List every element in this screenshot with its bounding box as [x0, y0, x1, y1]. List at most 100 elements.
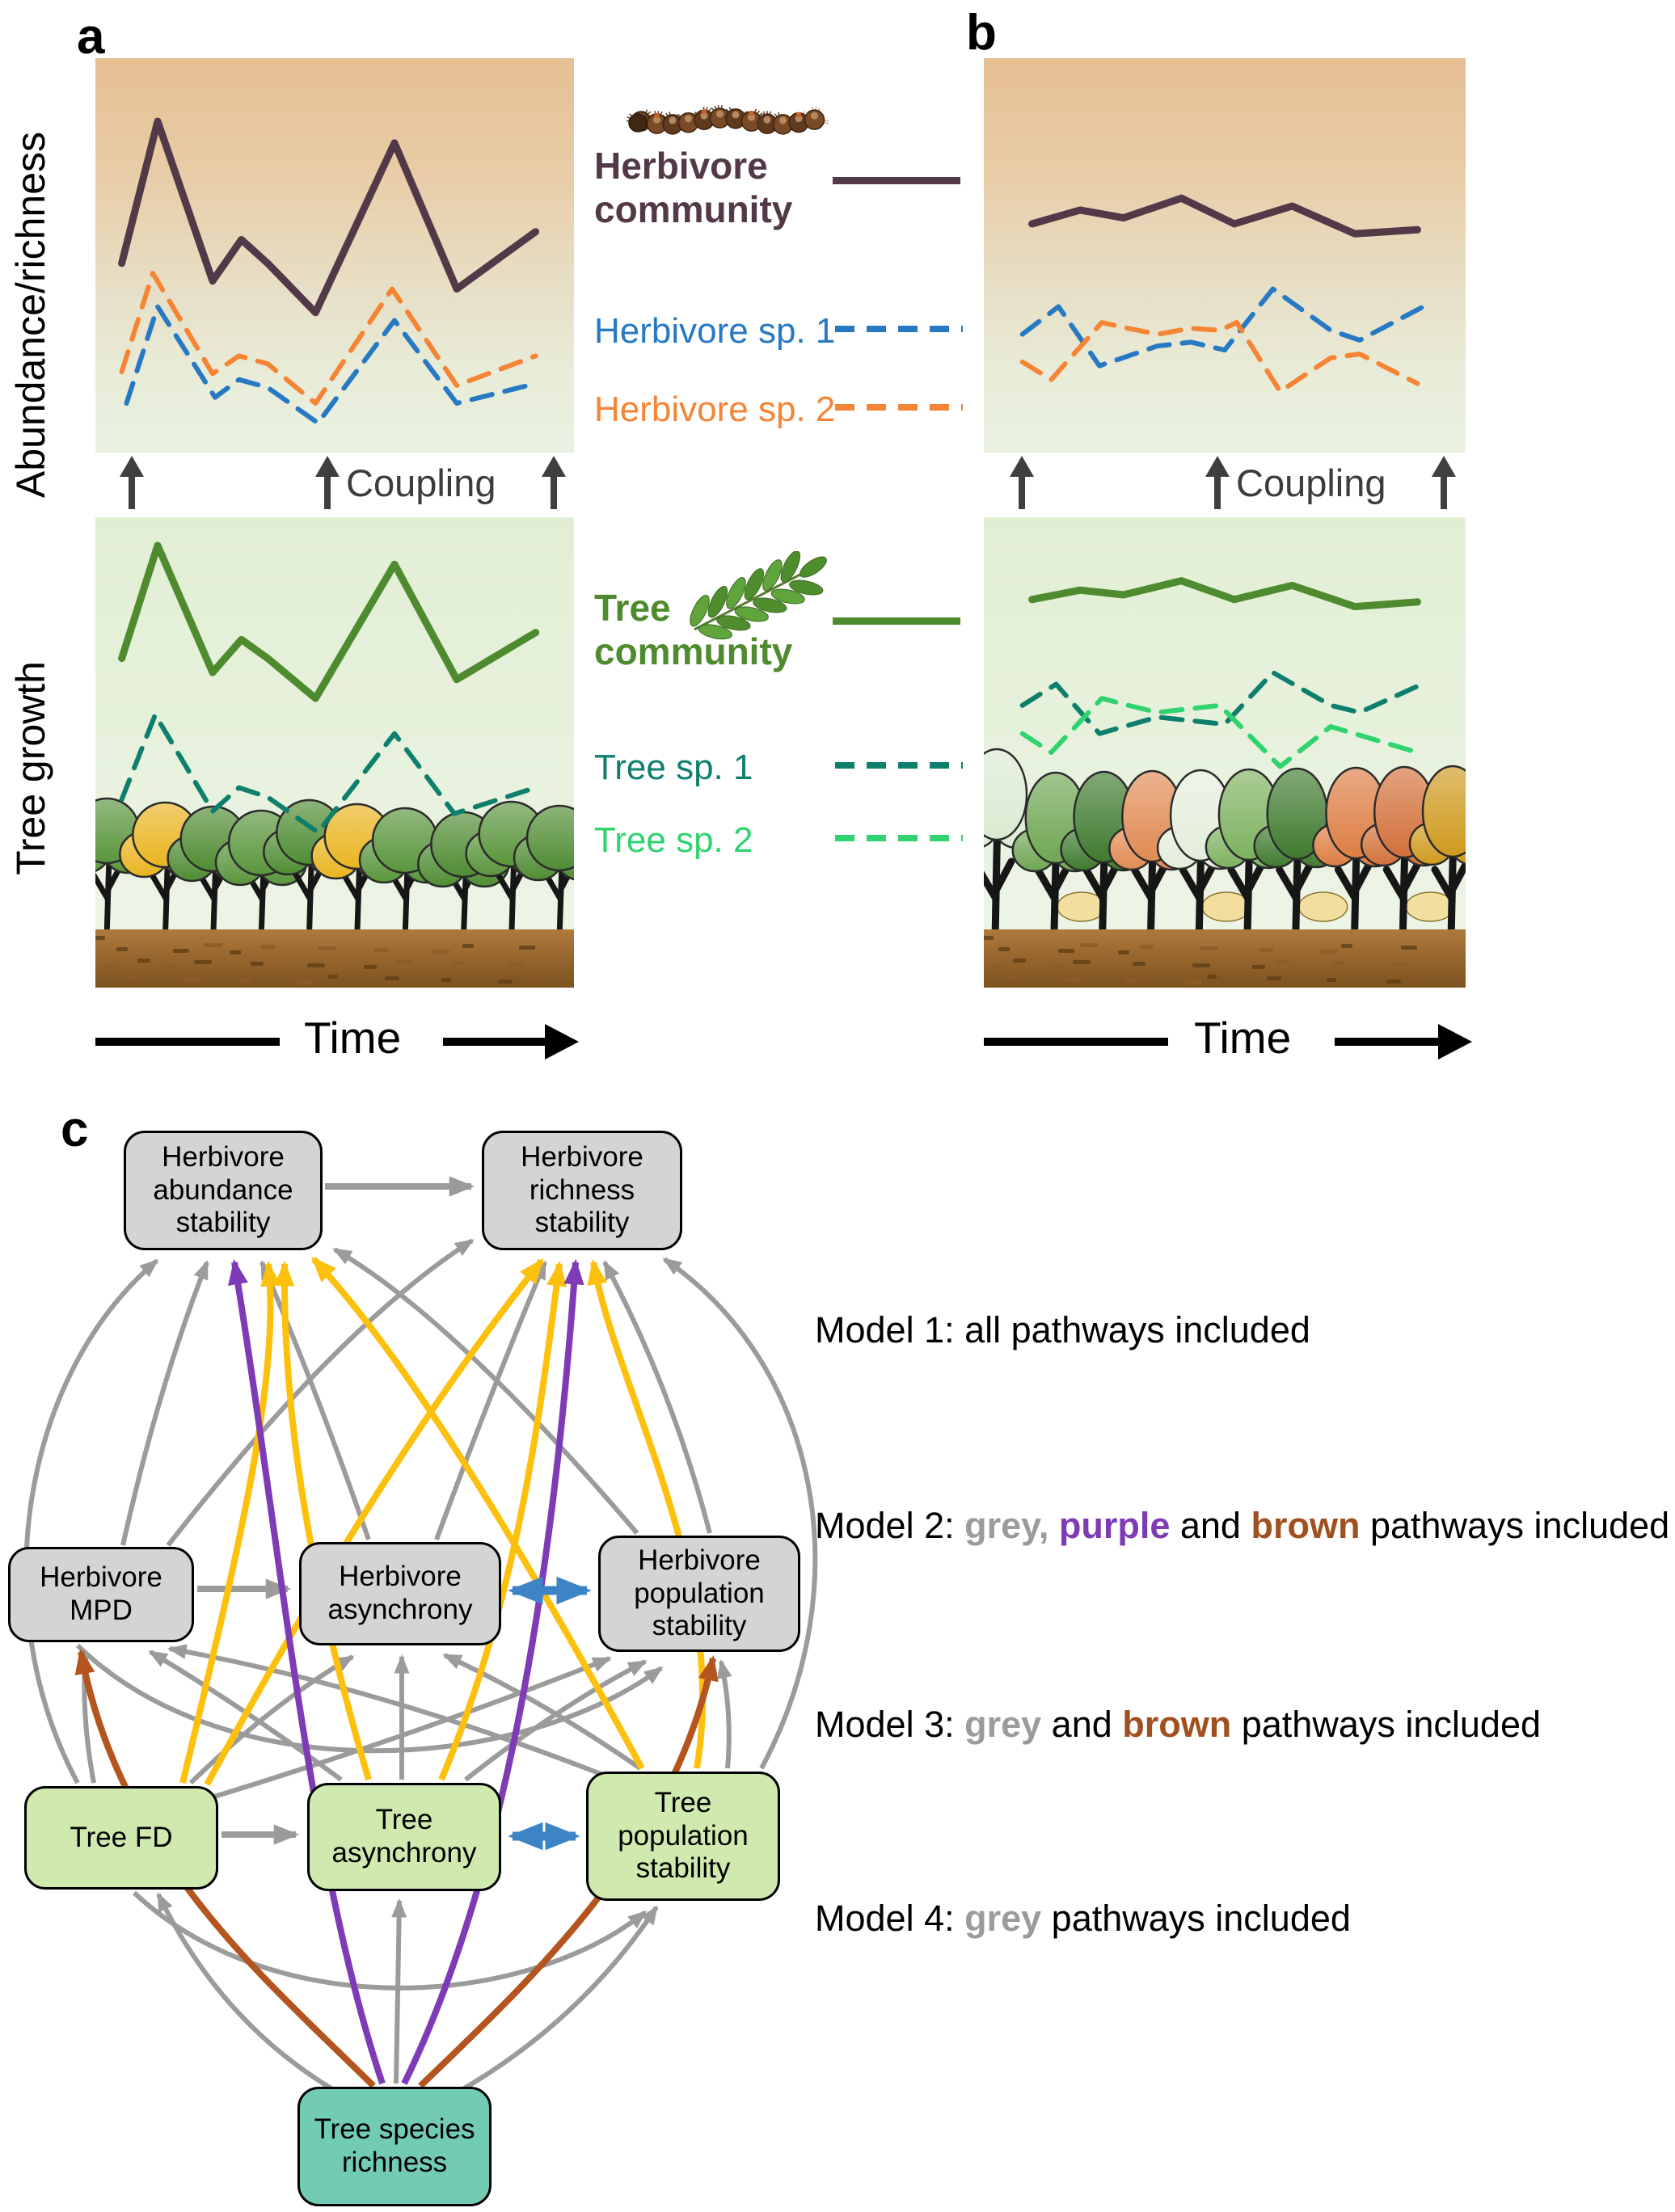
panel-b-time-axis: Time	[984, 1012, 1472, 1077]
model-text-part: and	[1170, 1505, 1251, 1546]
path-tree_asyn-to-herb_rich	[438, 1260, 567, 1781]
model-text-part: pathways included	[1231, 1704, 1541, 1745]
panel-b-herbivore-plot	[984, 58, 1466, 453]
box-herbivore-richness-stability: Herbivore richness stability	[482, 1131, 682, 1250]
path-herb_pop-to-herb_rich	[602, 1260, 712, 1534]
box-herbivore-abundance-stability: Herbivore abundance stability	[124, 1131, 323, 1250]
path-tree_fd-to-herb_abund	[179, 1260, 281, 1784]
path-tree_asyn-to-herb_abund	[274, 1260, 372, 1781]
path-tree_richness-to-herb_mpd	[74, 1648, 376, 2088]
panel-a-time-axis: Time	[95, 1012, 580, 1077]
up-arrow-icon	[120, 456, 144, 512]
panel-a-coupling-row: Coupling	[95, 454, 574, 514]
model-2-text: Model 2: grey, purple and brown pathways…	[815, 1505, 1669, 1547]
panel-b-label: b	[966, 5, 997, 61]
caterpillar-icon	[627, 105, 829, 135]
legend-herbivore-sp2: Herbivore sp. 2	[594, 390, 836, 429]
legend-tree-sp2: Tree sp. 2	[594, 820, 753, 860]
path-tree_richness-to-tree_asyn	[391, 1898, 407, 2084]
coupling-label: Coupling	[1236, 461, 1386, 504]
path-tree_richness-to-tree_fd	[156, 1892, 338, 2094]
path-tree_fd-to-herb_abund	[23, 1258, 159, 1784]
panel-a-tree-plot	[95, 517, 574, 988]
legend-herbivore-community: Herbivore community	[594, 145, 793, 231]
model-text-part: all pathways included	[964, 1309, 1310, 1350]
model-text-part: Model 3:	[815, 1704, 965, 1745]
path-tree_pop-to-herb_abund	[311, 1256, 645, 1770]
path-tree_fd-to-herb_pop	[211, 1656, 612, 1800]
path-tree_pop-to-herb_rich	[662, 1257, 818, 1770]
up-arrow-icon	[1432, 456, 1456, 512]
panel-a-label: a	[77, 9, 105, 65]
legend-dash-tree-sp1	[835, 762, 963, 769]
coupling-label: Coupling	[346, 461, 496, 504]
model-text-part: Model 4:	[815, 1898, 965, 1939]
path-herb_mpd-to-herb_pop	[75, 1643, 664, 1754]
sem-pathways	[23, 1176, 818, 2096]
model-text-part: and	[1041, 1704, 1123, 1745]
panel-b-tree-plot	[984, 517, 1466, 988]
box-herbivore-asynchrony: Herbivore asynchrony	[299, 1542, 501, 1645]
path-tree_fd-to-tree_pop	[132, 1890, 648, 1991]
up-arrow-icon	[1205, 456, 1230, 512]
legend-tree-community: Tree community	[594, 587, 793, 673]
box-tree-species-richness: Tree species richness	[297, 2087, 492, 2206]
panel-a-herbivore-lines	[118, 117, 540, 426]
path-herb_asyn-to-herb_abund	[259, 1260, 371, 1540]
time-label: Time	[304, 1013, 402, 1063]
model-4-text: Model 4: grey pathways included	[815, 1898, 1351, 1940]
model-1-text: Model 1: all pathways included	[815, 1309, 1310, 1351]
path-tree_richness-to-herb_abund	[228, 1258, 386, 2085]
model-text-part: grey,	[964, 1505, 1049, 1546]
path-tree_pop-to-herb_pop	[717, 1658, 732, 1769]
panel-c-label: c	[61, 1102, 89, 1157]
path-tree_pop-to-herb_mpd	[167, 1644, 605, 1777]
up-arrow-icon	[542, 456, 566, 512]
panel-a-tree-lines-forest	[95, 541, 574, 988]
up-arrow-icon	[315, 456, 340, 512]
path-tree_fd-to-herb_rich	[204, 1258, 545, 1786]
model-text-part: Model 1:	[815, 1309, 965, 1350]
panel-b-tree-lines-forest	[984, 577, 1466, 988]
legend-dash-tree-sp2	[835, 835, 963, 841]
path-tree_richness-to-tree_pop	[454, 1905, 659, 2096]
model-text-part	[1048, 1505, 1059, 1546]
legend-dash-herbivore-sp2	[835, 404, 963, 411]
panel-b-herbivore-lines	[1019, 194, 1430, 394]
model-text-part: pathways included	[1360, 1505, 1670, 1546]
path-tree_pop-to-herb_asyn	[442, 1653, 642, 1771]
box-tree-asynchrony: Tree asynchrony	[307, 1783, 501, 1891]
legend-dash-herbivore-sp1	[835, 326, 963, 332]
box-herbivore-population-stability: Herbivore population stability	[598, 1536, 800, 1652]
path-herb_mpd-to-herb_abund	[120, 1260, 209, 1546]
path-tree_richness-to-herb_rich	[401, 1258, 584, 2085]
path-herb_mpd-to-herb_rich	[166, 1238, 475, 1547]
model-text-part: pathways included	[1041, 1898, 1351, 1939]
path-tree_pop-to-herb_rich	[587, 1258, 707, 1769]
time-arrowhead-icon	[1438, 1024, 1472, 1060]
model-3-text: Model 3: grey and brown pathways include…	[815, 1704, 1541, 1746]
y-axis-label-tree-growth: Tree growth	[8, 660, 53, 875]
time-arrowhead-icon	[545, 1024, 579, 1060]
y-axis-label-abundance: Abundance/richness	[8, 132, 53, 499]
path-herb_asyn-to-herb_rich	[434, 1260, 547, 1541]
legend-herbivore-sp1: Herbivore sp. 1	[594, 311, 836, 351]
box-herbivore-mpd: Herbivore MPD	[8, 1547, 194, 1642]
time-label: Time	[1194, 1013, 1292, 1063]
model-text-part: grey	[964, 1704, 1042, 1745]
up-arrow-icon	[1010, 456, 1034, 512]
model-text-part: purple	[1058, 1505, 1171, 1546]
model-text-part: brown	[1251, 1505, 1361, 1546]
box-tree-population-stability: Tree population stability	[586, 1772, 780, 1901]
leaf-icon	[690, 551, 827, 640]
model-text-part: brown	[1122, 1704, 1232, 1745]
model-text-part: grey	[964, 1898, 1042, 1939]
panel-b-coupling-row: Coupling	[984, 454, 1466, 514]
box-tree-fd: Tree FD	[24, 1786, 218, 1890]
legend-tree-sp1: Tree sp. 1	[594, 748, 753, 787]
path-tree_fd-to-herb_asyn	[188, 1654, 355, 1785]
panel-a-herbivore-plot	[95, 58, 574, 453]
legend-line-tree-community	[833, 617, 960, 625]
model-text-part: Model 2:	[815, 1505, 965, 1546]
